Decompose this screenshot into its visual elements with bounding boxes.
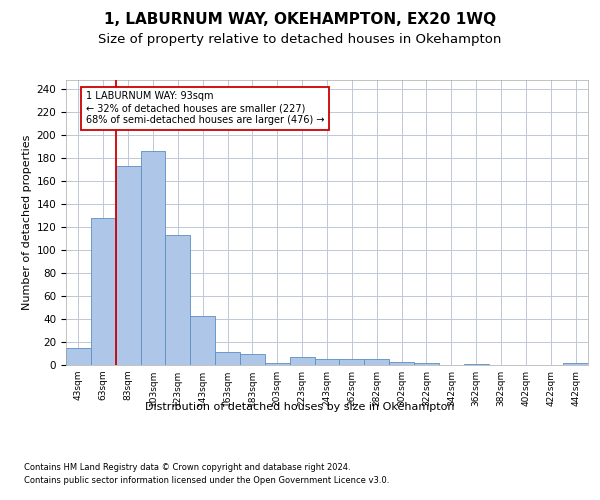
Bar [66,348,91,365]
Bar [215,352,240,365]
Bar [116,166,140,365]
Bar [563,362,588,365]
Bar [290,357,314,365]
Text: 1, LABURNUM WAY, OKEHAMPTON, EX20 1WQ: 1, LABURNUM WAY, OKEHAMPTON, EX20 1WQ [104,12,496,28]
Bar [414,362,439,365]
Text: Distribution of detached houses by size in Okehampton: Distribution of detached houses by size … [145,402,455,412]
Y-axis label: Number of detached properties: Number of detached properties [22,135,32,310]
Bar [240,354,265,365]
Bar [166,235,190,365]
Bar [464,364,488,365]
Text: Contains HM Land Registry data © Crown copyright and database right 2024.: Contains HM Land Registry data © Crown c… [24,462,350,471]
Bar [340,360,364,365]
Text: 1 LABURNUM WAY: 93sqm
← 32% of detached houses are smaller (227)
68% of semi-det: 1 LABURNUM WAY: 93sqm ← 32% of detached … [86,92,325,124]
Bar [91,218,116,365]
Bar [314,360,340,365]
Bar [140,151,166,365]
Bar [190,316,215,365]
Text: Contains public sector information licensed under the Open Government Licence v3: Contains public sector information licen… [24,476,389,485]
Bar [265,362,290,365]
Bar [389,362,414,365]
Text: Size of property relative to detached houses in Okehampton: Size of property relative to detached ho… [98,32,502,46]
Bar [364,360,389,365]
